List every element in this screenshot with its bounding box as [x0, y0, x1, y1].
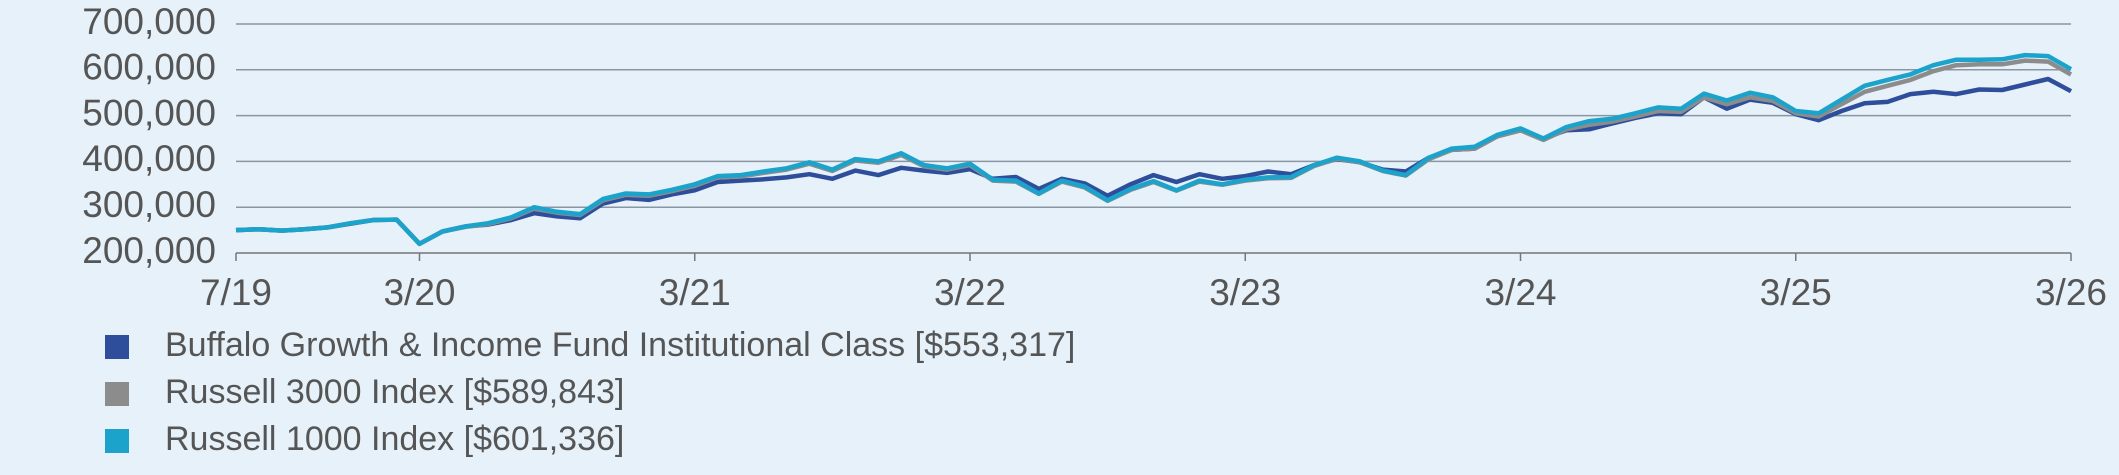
- x-tick-label: 3/21: [659, 272, 731, 313]
- y-tick-label: 300,000: [82, 184, 216, 225]
- legend-label: Russell 1000 Index [$601,336]: [165, 420, 624, 458]
- y-tick-label: 600,000: [82, 47, 216, 88]
- legend-swatch: [105, 335, 129, 359]
- legend-swatch: [105, 429, 129, 453]
- y-tick-label: 400,000: [82, 138, 216, 179]
- x-tick-label: 3/24: [1484, 272, 1556, 313]
- y-tick-label: 500,000: [82, 92, 216, 133]
- legend-swatch: [105, 382, 129, 406]
- x-tick-label: 3/25: [1760, 272, 1832, 313]
- x-tick-label: 3/23: [1209, 272, 1281, 313]
- y-tick-label: 700,000: [82, 1, 216, 42]
- legend-label: Buffalo Growth & Income Fund Institution…: [165, 326, 1075, 364]
- x-tick-label: 3/26: [2035, 272, 2107, 313]
- y-tick-label: 200,000: [82, 230, 216, 271]
- x-tick-label: 3/22: [934, 272, 1006, 313]
- legend-label: Russell 3000 Index [$589,843]: [165, 373, 624, 411]
- x-tick-label: 7/19: [200, 272, 272, 313]
- series-line: [235, 52, 2073, 247]
- x-tick-label: 3/20: [383, 272, 455, 313]
